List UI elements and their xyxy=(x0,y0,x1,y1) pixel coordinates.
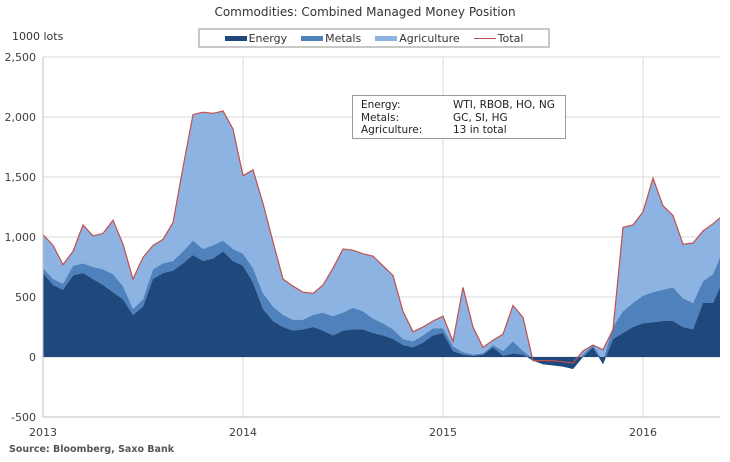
legend-label: Total xyxy=(497,31,524,45)
legend-swatch-metals xyxy=(301,35,324,41)
y-tick-label: 2,000 xyxy=(5,111,37,124)
legend-swatch-total xyxy=(473,37,496,39)
legend-item-total: Total xyxy=(473,31,524,45)
composition-info-box: Energy: WTI, RBOB, HO, NG Metals: GC, SI, … xyxy=(352,95,566,139)
x-tick-label: 2013 xyxy=(29,426,57,439)
y-tick-label: 500 xyxy=(15,291,36,304)
legend-swatch-energy xyxy=(224,35,247,41)
y-tick-label: 0 xyxy=(29,351,36,364)
info-key: Energy: xyxy=(361,99,401,111)
y-tick-label: -500 xyxy=(11,411,36,424)
agriculture-area xyxy=(43,111,720,367)
legend-swatch-agriculture xyxy=(375,35,398,41)
info-row-metals: Metals: GC, SI, HG xyxy=(361,112,557,125)
y-tick-label: 1,500 xyxy=(5,171,37,184)
x-tick-label: 2016 xyxy=(629,426,657,439)
total-line xyxy=(42,110,721,364)
info-value: WTI, RBOB, HO, NG xyxy=(453,99,555,111)
info-value: GC, SI, HG xyxy=(453,111,508,124)
energy-area xyxy=(43,251,720,369)
info-value: 13 in total xyxy=(453,124,507,136)
x-tick-label: 2014 xyxy=(229,426,257,439)
y-tick-label: 2,500 xyxy=(5,51,37,64)
source-note: Source: Bloomberg, Saxo Bank xyxy=(9,444,175,455)
legend: Energy Metals Agriculture Total xyxy=(198,28,550,48)
info-row-agriculture: Agriculture: 13 in total xyxy=(361,124,557,137)
y-axis-unit-label: 1000 lots xyxy=(12,30,64,43)
legend-label: Energy xyxy=(248,31,288,45)
legend-label: Metals xyxy=(325,31,362,45)
legend-item-metals: Metals xyxy=(301,32,361,45)
y-tick-label: 1,000 xyxy=(5,231,37,244)
info-row-energy: Energy: WTI, RBOB, HO, NG xyxy=(361,99,557,112)
info-key: Agriculture: xyxy=(361,124,423,136)
info-key: Metals: xyxy=(361,111,399,124)
legend-item-agriculture: Agriculture xyxy=(375,32,460,45)
x-tick-label: 2015 xyxy=(429,426,457,439)
legend-label: Agriculture xyxy=(399,31,460,45)
legend-item-energy: Energy xyxy=(224,31,288,45)
chart-title: Commodities: Combined Managed Money Posi… xyxy=(214,5,516,19)
